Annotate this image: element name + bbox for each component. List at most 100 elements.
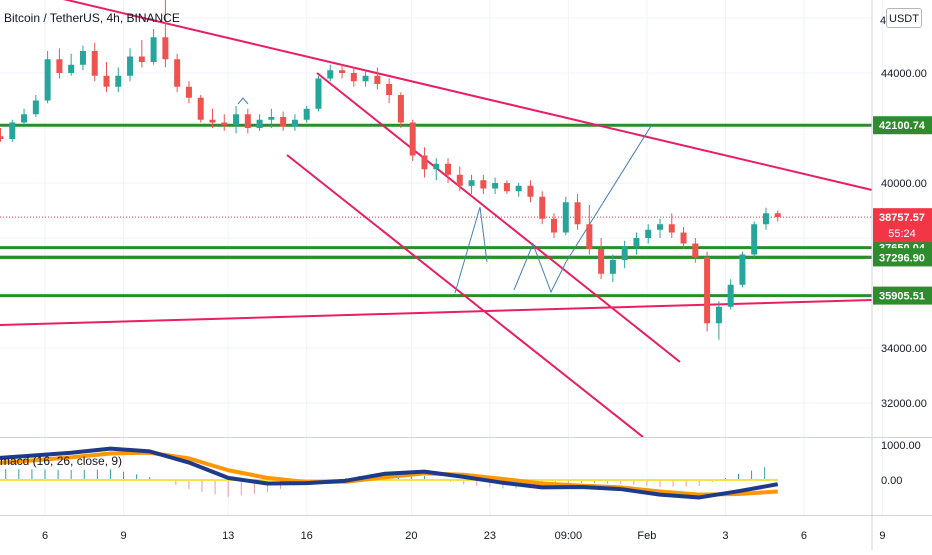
candle-body-68 [751,224,758,255]
price-tick: 40000.00 [881,178,927,190]
macd-line [0,446,779,500]
candle-body-43 [456,174,463,186]
projection-path-2 [513,125,652,294]
candle-body-12 [91,51,98,76]
date-tick: 6 [801,530,807,542]
descending-trendline [62,0,873,191]
candle-body-32 [327,70,334,79]
candle-body-70 [774,213,781,218]
candle-body-18 [162,37,169,60]
date-tick: 9 [879,530,885,542]
projection-path-1 [454,206,488,294]
date-tick: 3 [722,530,728,542]
candle-body-50 [539,196,546,219]
candle-body-25 [244,114,251,128]
candle-body-33 [339,70,346,73]
price-tick: 44000.00 [881,68,927,80]
price-tick: 32000.00 [881,398,927,410]
candle-body-8 [44,59,51,101]
candle-body-4 [0,136,4,139]
price-tick-partial: 4 [880,15,886,27]
candle-body-20 [185,86,192,98]
projection-marker [237,97,249,105]
level-badge-0: 42100.74 [879,120,926,132]
currency-button[interactable]: USDT [886,8,922,28]
date-tick: Feb [637,530,656,542]
candle-body-23 [221,122,228,126]
candle-body-63 [692,243,699,258]
candle-body-26 [256,119,263,128]
candle-body-11 [79,51,86,65]
channel-lower-line [286,154,644,438]
candle-body-46 [492,183,499,189]
date-tick: 09:00 [555,530,583,542]
candle-body-34 [350,73,357,82]
candle-body-36 [374,75,381,84]
candle-body-49 [527,185,534,197]
candle-body-53 [574,202,581,225]
candle-body-14 [115,75,122,87]
macd-tick: 1000.00 [881,440,921,452]
candle-body-39 [409,122,416,156]
candle-body-13 [103,75,110,87]
candle-body-7 [32,100,39,115]
candle-body-60 [656,224,663,230]
candle-body-28 [280,117,287,127]
date-tick: 13 [222,530,234,542]
candle-body-45 [480,180,487,189]
candle-body-29 [291,119,298,127]
level-badge-3: 37296.90 [879,252,925,264]
candle-body-47 [503,183,510,192]
candle-body-31 [315,78,322,109]
macd-pane [0,446,779,500]
candle-body-42 [445,163,452,175]
candle-body-54 [586,224,593,249]
date-tick: 20 [405,530,417,542]
macd-title: macd (16, 26, close, 9) [0,454,122,468]
candle-body-58 [633,238,640,247]
macd-signal-line [0,450,778,497]
candle-body-9 [56,59,63,73]
candle-body-61 [668,224,675,233]
current-price-badge-bg [873,208,932,243]
candle-body-57 [621,246,628,260]
candle-body-24 [233,114,240,126]
candle-body-37 [386,84,393,95]
candle-body-17 [150,37,157,62]
macd-tick: 0.00 [881,475,902,487]
candle-body-15 [127,56,134,76]
candle-body-55 [598,249,605,274]
candle-body-44 [468,180,475,186]
candle-body-5 [9,122,16,139]
level-badge-3-bg [873,248,932,267]
candle-body-27 [268,117,275,120]
candle-body-10 [68,64,75,73]
date-tick: 23 [484,530,496,542]
date-tick: 9 [120,530,126,542]
candle-body-65 [715,306,722,324]
candle-body-48 [515,185,522,192]
candle-body-19 [174,59,181,87]
price-tick: 34000.00 [881,343,927,355]
candle-body-21 [197,97,204,120]
candle-body-66 [727,284,734,307]
drawing-lines[interactable] [0,0,873,438]
date-tick: 6 [42,530,48,542]
level-badge-4: 35905.51 [879,291,925,303]
candle-body-35 [362,75,369,82]
level-badge-4-bg [873,286,932,305]
candle-body-62 [680,232,687,244]
candle-body-38 [397,95,404,123]
candle-body-69 [762,213,769,225]
price-badges: 42100.7437650.0437300.9737296.9035905.51… [873,116,932,305]
candle-body-40 [421,155,428,170]
candle-body-16 [138,56,145,62]
date-tick: 16 [301,530,313,542]
countdown-timer: 55:24 [888,228,916,240]
level-badge-0-bg [873,116,932,135]
candle-body-64 [704,257,711,324]
channel-upper-line [316,72,681,363]
